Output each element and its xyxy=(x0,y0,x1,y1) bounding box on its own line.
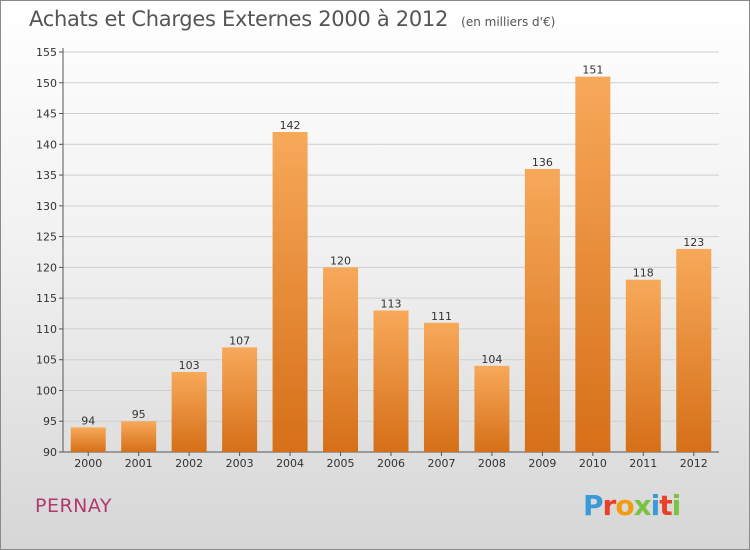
y-tick-label: 100 xyxy=(36,384,57,397)
x-tick-label: 2008 xyxy=(478,457,506,470)
bar xyxy=(323,267,359,452)
bar xyxy=(423,322,459,452)
proxiti-logo: Proxiti xyxy=(583,489,682,522)
x-tick-label: 2011 xyxy=(629,457,657,470)
logo-letter: t xyxy=(659,489,672,522)
y-tick-label: 90 xyxy=(43,446,57,459)
bar-value-label: 136 xyxy=(532,156,553,169)
logo-letter: i xyxy=(671,489,682,522)
logo-letter: P xyxy=(583,489,604,522)
bar-value-label: 104 xyxy=(481,353,502,366)
bar-value-label: 103 xyxy=(179,359,200,372)
x-tick-label: 2007 xyxy=(427,457,455,470)
bar xyxy=(171,372,207,452)
bar-value-label: 123 xyxy=(683,236,704,249)
bar xyxy=(625,279,661,452)
chart-title: Achats et Charges Externes 2000 à 2012 xyxy=(29,7,449,31)
x-tick-label: 2012 xyxy=(680,457,708,470)
x-tick-label: 2000 xyxy=(74,457,102,470)
y-tick-label: 120 xyxy=(36,261,57,274)
bar xyxy=(70,427,106,452)
y-tick-label: 110 xyxy=(36,323,57,336)
bar xyxy=(121,421,157,452)
x-tick-label: 2003 xyxy=(226,457,254,470)
y-tick-label: 135 xyxy=(36,169,57,182)
bar xyxy=(524,168,560,452)
bar-value-label: 142 xyxy=(280,119,301,132)
bar xyxy=(272,132,308,452)
bar xyxy=(575,76,611,452)
y-tick-label: 130 xyxy=(36,200,57,213)
logo-letter: r xyxy=(602,489,617,522)
chart-unit: (en milliers d'€) xyxy=(461,15,556,29)
x-tick-label: 2001 xyxy=(125,457,153,470)
chart-title-row: Achats et Charges Externes 2000 à 2012 (… xyxy=(29,7,555,31)
x-tick-label: 2002 xyxy=(175,457,203,470)
bar xyxy=(222,347,258,452)
y-tick-label: 155 xyxy=(36,46,57,59)
y-tick-label: 105 xyxy=(36,354,57,367)
bar-value-label: 111 xyxy=(431,310,452,323)
y-tick-label: 145 xyxy=(36,108,57,121)
y-tick-label: 150 xyxy=(36,77,57,90)
x-tick-label: 2006 xyxy=(377,457,405,470)
y-tick-label: 115 xyxy=(36,292,57,305)
bar-value-label: 95 xyxy=(132,408,146,421)
bar-value-label: 94 xyxy=(81,414,95,427)
y-tick-label: 125 xyxy=(36,231,57,244)
bar xyxy=(373,310,409,452)
logo-letter: i xyxy=(650,489,661,522)
commune-name: PERNAY xyxy=(35,495,113,517)
x-tick-label: 2009 xyxy=(528,457,556,470)
bar-value-label: 120 xyxy=(330,254,351,267)
bar xyxy=(676,248,712,452)
bar-value-label: 113 xyxy=(381,297,402,310)
logo-letter: x xyxy=(633,489,652,522)
x-tick-label: 2005 xyxy=(327,457,355,470)
bar-value-label: 107 xyxy=(229,334,250,347)
bar-value-label: 151 xyxy=(582,64,603,77)
bar xyxy=(474,365,510,452)
x-tick-label: 2004 xyxy=(276,457,304,470)
bar-value-label: 118 xyxy=(633,267,654,280)
y-tick-label: 95 xyxy=(43,415,57,428)
logo-letter: o xyxy=(615,489,634,522)
x-tick-label: 2010 xyxy=(579,457,607,470)
y-tick-label: 140 xyxy=(36,138,57,151)
